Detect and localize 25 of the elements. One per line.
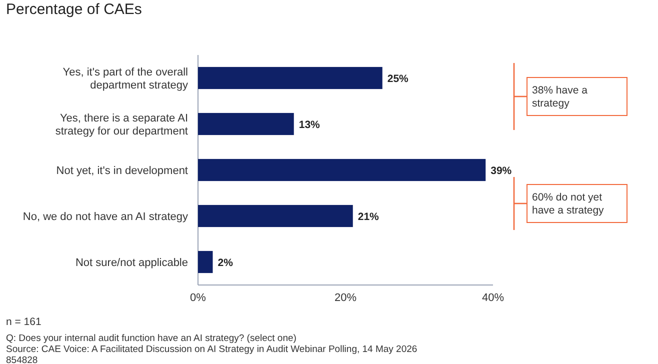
y-tick-label: Not sure/not applicable xyxy=(75,257,188,269)
data-label: 39% xyxy=(490,165,512,177)
text: 38% have a strategy xyxy=(532,84,588,110)
text: Q: Does your internal audit function have an AI strategy? (select one) xyxy=(6,333,296,344)
data-label: 25% xyxy=(387,73,410,85)
bar xyxy=(198,158,486,182)
y-tick-label: No, we do not have an AI strategy xyxy=(22,211,188,223)
y-tick-label: Yes, it's part of the overall department strategy xyxy=(62,66,188,92)
text: 854828 xyxy=(6,355,38,364)
x-tick-label: 0% xyxy=(190,292,206,304)
y-tick-label: Yes, there is a separate AI strategy for our department xyxy=(55,112,188,138)
bar xyxy=(198,66,382,90)
data-label: 13% xyxy=(298,119,321,131)
x-tick-label: 20% xyxy=(334,292,357,304)
bar xyxy=(198,250,213,274)
x-tick-label: 40% xyxy=(482,292,504,304)
text: 60% do not yet have a strategy xyxy=(532,192,605,216)
text: Percentage of CAEs xyxy=(6,1,142,18)
data-label: 21% xyxy=(358,211,380,223)
data-label: 2% xyxy=(218,257,234,269)
text: n = 161 xyxy=(6,316,42,328)
source-note: Source: CAE Voice: A Facilitated Discussion on AI Strategy in Audit Webinar Polling, 14 May 2026 xyxy=(6,344,418,355)
y-tick-label: Not yet, it's in development xyxy=(56,165,188,177)
bar xyxy=(198,204,353,228)
bar xyxy=(198,112,294,136)
